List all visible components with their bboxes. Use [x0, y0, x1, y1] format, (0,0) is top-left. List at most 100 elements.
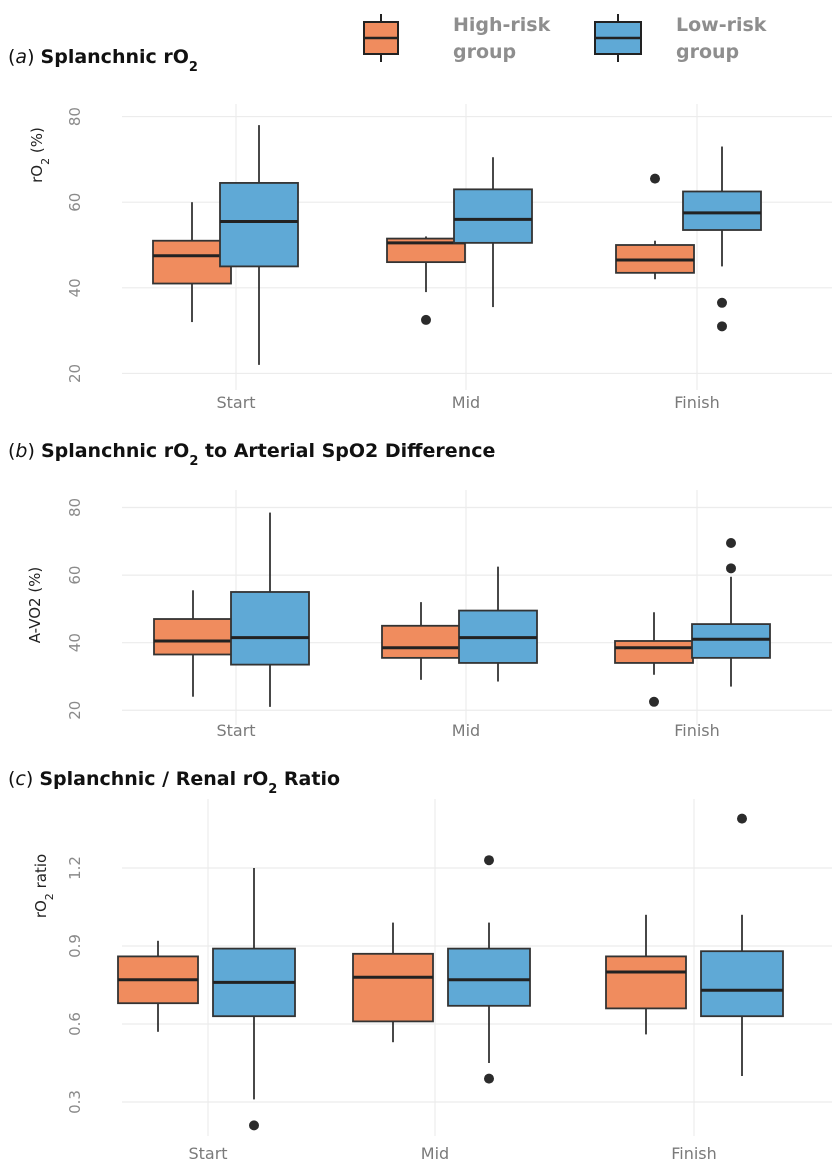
y-tick-label: 40: [66, 633, 84, 652]
x-tick-label: Start: [188, 1144, 227, 1163]
box-high-risk-mid: [386, 236, 466, 325]
legend: High-risk group Low-risk group: [363, 14, 767, 63]
legend-label-line2: group: [676, 41, 739, 63]
y-tick-label: 60: [66, 566, 84, 585]
outlier-point: [650, 173, 660, 184]
y-tick-label: 0.3: [66, 1090, 84, 1114]
box-body: [614, 640, 694, 664]
box-high-risk-finish: [614, 612, 694, 707]
x-tick-label: Finish: [674, 393, 720, 412]
y-axis-label-subscript: 2: [39, 158, 52, 165]
box-body: [691, 623, 771, 659]
outlier-point: [421, 314, 431, 325]
outlier-point: [737, 813, 747, 824]
box-body: [605, 955, 687, 1010]
x-tick-label: Mid: [452, 721, 480, 740]
box-body: [230, 591, 310, 666]
box-high-risk-finish: [605, 914, 687, 1035]
y-tick-label: 80: [66, 498, 84, 517]
outlier-point: [717, 321, 727, 332]
panel-title-text: Ratio: [277, 768, 340, 790]
panel-tag-close: ): [26, 768, 39, 790]
box-high-risk-mid: [352, 922, 434, 1043]
legend-item-high-risk: High-risk group: [363, 14, 551, 63]
panel-tag: a: [15, 46, 27, 68]
y-axis-label-subscript: 2: [43, 893, 56, 900]
panel-tag-open: (: [8, 46, 15, 68]
y-tick-label: 40: [66, 278, 84, 297]
y-axis-label: rO2 (%): [28, 127, 52, 183]
panel-title-text: Splanchnic rO: [41, 46, 189, 68]
panel-tag-open: (: [8, 440, 15, 462]
panel-tag: b: [15, 440, 27, 462]
box-low-risk-finish: [682, 146, 762, 332]
legend-label-line1: Low-risk: [676, 14, 767, 36]
y-tick-label: 20: [66, 701, 84, 720]
panel-title-text: Splanchnic rO: [41, 440, 189, 462]
box-body: [700, 950, 784, 1018]
legend-item-low-risk: Low-risk group: [594, 14, 767, 63]
box-low-risk-start: [230, 512, 310, 707]
y-axis-label-text: rO: [28, 165, 46, 183]
panel-title-subscript: 2: [268, 782, 277, 797]
box-body: [219, 182, 299, 268]
box-low-risk-start: [219, 125, 299, 365]
box-body: [386, 237, 466, 264]
legend-label-line1: High-risk: [453, 14, 551, 36]
outlier-point: [726, 537, 736, 548]
box-body: [153, 618, 233, 656]
panel-title-subscript: 2: [189, 454, 198, 469]
box-body: [352, 952, 434, 1023]
box-high-risk-mid: [381, 602, 461, 680]
legend-label: High-risk group: [453, 14, 551, 63]
panel-tag-close: ): [27, 440, 40, 462]
box-high-risk-start: [153, 590, 233, 697]
x-tick-label: Start: [216, 721, 255, 740]
x-tick-label: Start: [216, 393, 255, 412]
box-low-risk-finish: [700, 813, 784, 1076]
outlier-point: [249, 1120, 259, 1131]
y-axis-label-text: rO: [32, 900, 50, 918]
panel-title: (a) Splanchnic rO2: [8, 46, 198, 75]
box-low-risk-finish: [691, 537, 771, 687]
box-body: [453, 188, 533, 244]
panel-title-subscript: 2: [189, 60, 198, 75]
y-tick-label: 1.2: [66, 856, 84, 880]
y-axis-label: A-VO2 (%): [26, 567, 44, 644]
outlier-point: [649, 696, 659, 707]
panel-tag-close: ): [27, 46, 40, 68]
outlier-point: [717, 297, 727, 308]
panel-title-text: Splanchnic / Renal rO: [39, 768, 268, 790]
x-tick-label: Mid: [452, 393, 480, 412]
box-body: [381, 624, 461, 659]
box-body: [682, 190, 762, 231]
y-tick-label: 0.6: [66, 1012, 84, 1036]
panel-title: (c) Splanchnic / Renal rO2 Ratio: [8, 768, 340, 797]
box-high-risk-start: [117, 940, 199, 1032]
x-tick-label: Finish: [671, 1144, 717, 1163]
box-low-risk-mid: [458, 566, 538, 682]
y-tick-label: 20: [66, 364, 84, 383]
box-body: [152, 239, 232, 285]
y-axis-label-text: A-VO2 (%): [26, 567, 44, 644]
y-axis-label-text: (%): [28, 127, 46, 158]
panel-tag: c: [15, 768, 26, 790]
panel-b: (b) Splanchnic rO2 to Arterial SpO2 Diff…: [8, 440, 832, 740]
legend-label-line2: group: [453, 41, 516, 63]
panel-tag-open: (: [8, 768, 15, 790]
y-axis-label: rO2 ratio: [32, 854, 56, 918]
outlier-point: [726, 563, 736, 574]
box-high-risk-finish: [615, 173, 695, 280]
x-tick-label: Finish: [674, 721, 720, 740]
panel-title: (b) Splanchnic rO2 to Arterial SpO2 Diff…: [8, 440, 495, 469]
y-axis-label-text: ratio: [32, 854, 50, 893]
box-body: [447, 947, 531, 1007]
box-low-risk-mid: [453, 157, 533, 308]
y-tick-label: 80: [66, 107, 84, 126]
box-low-risk-mid: [447, 855, 531, 1084]
x-tick-label: Mid: [421, 1144, 449, 1163]
